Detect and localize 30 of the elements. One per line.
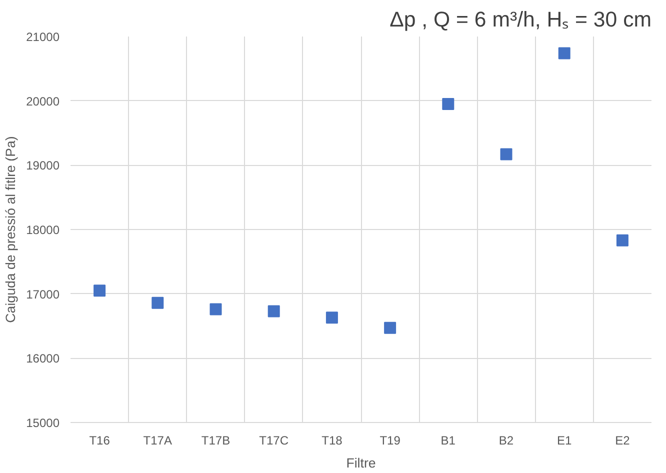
x-axis-title: Filtre bbox=[346, 456, 376, 470]
y-tick-label: 16000 bbox=[26, 352, 60, 366]
x-tick-label: T19 bbox=[380, 434, 401, 448]
point bbox=[558, 47, 570, 60]
x-tick-label: T16 bbox=[89, 434, 110, 448]
x-tick-label: B1 bbox=[440, 434, 456, 448]
point bbox=[94, 284, 106, 297]
x-tick-label: T17B bbox=[201, 434, 230, 448]
point bbox=[210, 303, 222, 316]
point bbox=[268, 305, 280, 318]
point bbox=[616, 234, 628, 246]
chart-title: Δp , Q = 6 m³/h, Hₛ = 30 cm bbox=[390, 8, 652, 32]
x-tick-label: T18 bbox=[322, 434, 343, 448]
y-tick-label: 15000 bbox=[26, 416, 60, 430]
x-tick-label: B2 bbox=[498, 434, 514, 448]
point bbox=[152, 296, 164, 309]
x-tick-label: T17A bbox=[143, 434, 172, 448]
x-tick-label: E1 bbox=[557, 434, 572, 448]
point bbox=[326, 312, 338, 324]
y-tick-label: 19000 bbox=[26, 158, 60, 173]
y-axis-title: Caiguda de pressió al fitlre (Pa) bbox=[3, 136, 18, 323]
y-tick-label: 18000 bbox=[26, 223, 60, 237]
point bbox=[500, 148, 512, 160]
y-tick-label: 20000 bbox=[26, 94, 60, 108]
point bbox=[442, 98, 454, 110]
x-tick-label: E2 bbox=[615, 434, 630, 448]
x-tick-label: T17C bbox=[259, 434, 289, 448]
y-tick-label: 17000 bbox=[26, 287, 60, 302]
point bbox=[384, 322, 396, 334]
y-tick-label: 21000 bbox=[26, 30, 60, 44]
